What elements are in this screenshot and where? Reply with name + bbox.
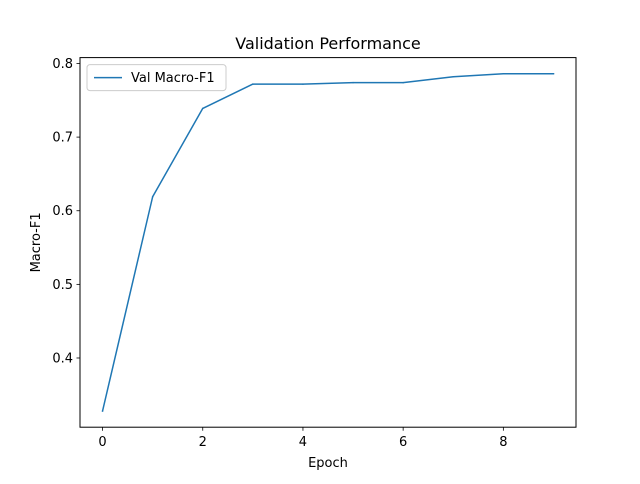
x-axis-label: Epoch: [308, 456, 348, 471]
legend-box: [86, 64, 227, 92]
data-point: [552, 73, 555, 75]
chart-title: Validation Performance: [235, 34, 420, 53]
data-point: [101, 410, 104, 412]
series-line-val-macro-f1: [101, 73, 555, 412]
y-tick-label: 0.8: [52, 57, 73, 72]
y-axis-label: Macro-F1: [29, 212, 44, 272]
y-tick-label: 0.4: [52, 351, 73, 366]
legend-label: Val Macro-F1: [131, 71, 215, 86]
axes-frame: [79, 57, 577, 428]
data-point: [252, 83, 254, 85]
series-layer: [101, 73, 555, 412]
data-point: [502, 73, 505, 75]
y-tick-label: 0.7: [52, 131, 73, 146]
data-point: [452, 75, 455, 78]
x-axis-ticks: 0 2 4 6 8: [98, 427, 507, 450]
data-point: [151, 196, 154, 198]
y-tick-label: 0.5: [52, 278, 73, 293]
data-point: [402, 81, 404, 84]
legend: Val Macro-F1: [86, 64, 227, 92]
x-tick-label: 8: [499, 435, 507, 450]
data-point: [352, 81, 354, 84]
data-point: [201, 107, 204, 110]
x-tick-label: 4: [299, 435, 307, 450]
x-tick-label: 0: [98, 435, 106, 450]
y-tick-label: 0.6: [52, 204, 73, 219]
y-axis-ticks: 0.4 0.5 0.6 0.7 0.8: [52, 57, 80, 366]
x-tick-label: 6: [399, 435, 407, 450]
data-point: [302, 83, 304, 85]
x-tick-label: 2: [199, 435, 207, 450]
